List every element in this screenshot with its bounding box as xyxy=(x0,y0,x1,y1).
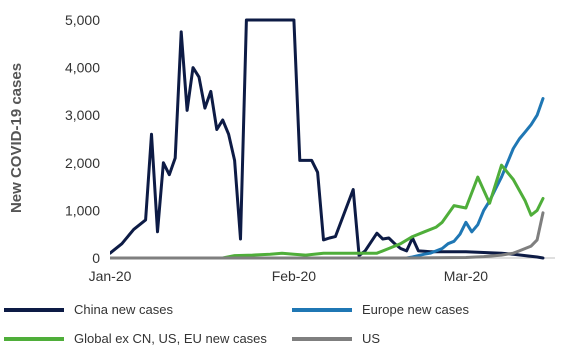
series-lines xyxy=(110,18,545,260)
series-line-2 xyxy=(110,163,545,260)
y-tick-label: 0 xyxy=(92,250,100,266)
legend-label-3: US xyxy=(362,331,380,346)
legend-label-1: Europe new cases xyxy=(362,302,469,317)
y-axis-ticks: 0 1,000 2,000 3,000 4,000 5,000 xyxy=(65,12,100,266)
x-tick-label: Feb-20 xyxy=(272,268,317,284)
x-axis-ticks: Jan-20 Feb-20 Mar-20 xyxy=(89,268,489,284)
legend: China new cases Europe new cases Global ex… xyxy=(4,302,469,346)
series-line-0 xyxy=(110,18,545,260)
y-tick-label: 3,000 xyxy=(65,107,100,123)
legend-label-0: China new cases xyxy=(74,302,173,317)
series-line-1 xyxy=(110,97,545,260)
series-line-3 xyxy=(110,211,545,260)
y-axis-label: New COVID-19 cases xyxy=(8,63,25,213)
y-tick-label: 1,000 xyxy=(65,202,100,218)
legend-label-2: Global ex CN, US, EU new cases xyxy=(74,331,267,346)
x-tick-label: Mar-20 xyxy=(444,268,489,284)
x-tick-label: Jan-20 xyxy=(89,268,132,284)
y-tick-label: 2,000 xyxy=(65,155,100,171)
y-tick-label: 5,000 xyxy=(65,12,100,28)
y-tick-label: 4,000 xyxy=(65,60,100,76)
